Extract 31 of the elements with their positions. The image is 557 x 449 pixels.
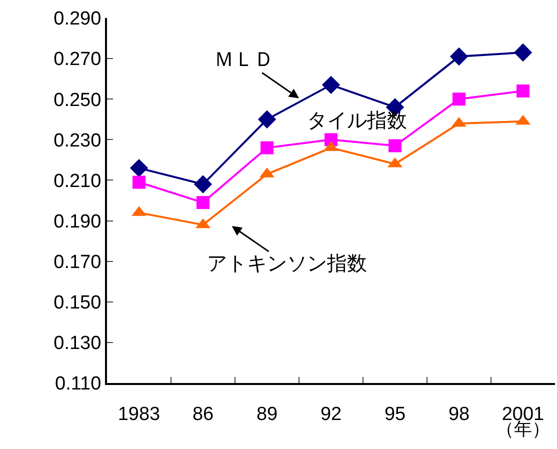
point — [196, 196, 210, 210]
y-tick-label: 0.170 — [54, 252, 102, 273]
y-tick-label: 0.210 — [54, 170, 102, 192]
point — [452, 92, 466, 106]
y-tick-label: 0.110 — [55, 374, 102, 395]
x-tick-label: 98 — [448, 404, 470, 425]
point — [194, 175, 212, 194]
x-tick-label: 86 — [192, 404, 214, 425]
x-tick-label: 92 — [320, 404, 342, 425]
point — [450, 47, 468, 66]
y-tick-label: 0.290 — [54, 8, 102, 30]
point — [130, 158, 148, 178]
series-label: タイル指数 — [307, 110, 407, 132]
x-tick-label: 95 — [384, 404, 406, 425]
y-tick-label: 0.150 — [54, 292, 102, 314]
point — [260, 141, 274, 154]
point — [516, 84, 530, 98]
x-tick-label: 1983 — [118, 404, 160, 425]
point — [132, 176, 146, 189]
y-tick-label: 0.230 — [54, 130, 102, 152]
y-tick-label: 0.130 — [54, 333, 102, 354]
y-tick-label: 0.190 — [54, 211, 102, 232]
series-label: アトキンソン指数 — [207, 253, 367, 275]
point — [514, 43, 532, 62]
x-tick-label: 89 — [256, 404, 278, 425]
point — [258, 110, 276, 128]
point — [388, 139, 402, 152]
series-label: ＭＬＤ — [214, 49, 274, 71]
point — [322, 76, 340, 94]
y-tick-label: 0.270 — [54, 49, 102, 70]
y-tick-label: 0.250 — [54, 90, 102, 111]
